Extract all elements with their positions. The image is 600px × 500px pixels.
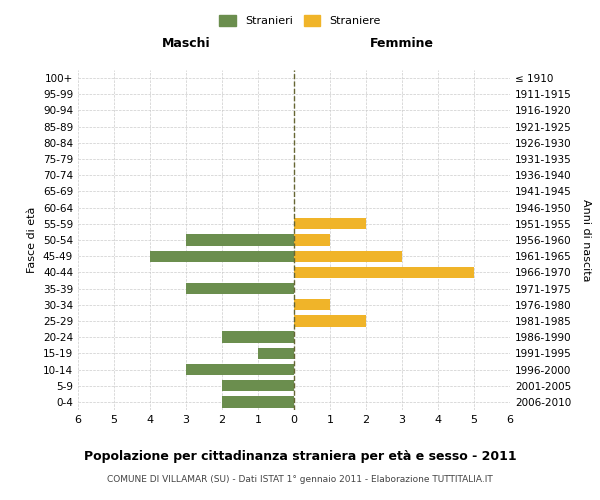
Text: Popolazione per cittadinanza straniera per età e sesso - 2011: Popolazione per cittadinanza straniera p…: [83, 450, 517, 463]
Bar: [294, 316, 366, 326]
Bar: [294, 266, 474, 278]
Bar: [186, 364, 294, 375]
Text: Maschi: Maschi: [161, 37, 211, 50]
Y-axis label: Fasce di età: Fasce di età: [28, 207, 37, 273]
Bar: [222, 396, 294, 407]
Bar: [294, 250, 402, 262]
Bar: [222, 332, 294, 343]
Text: Femmine: Femmine: [370, 37, 434, 50]
Y-axis label: Anni di nascita: Anni di nascita: [581, 198, 591, 281]
Bar: [150, 250, 294, 262]
Bar: [186, 283, 294, 294]
Bar: [294, 234, 330, 246]
Legend: Stranieri, Straniere: Stranieri, Straniere: [215, 10, 385, 31]
Bar: [186, 234, 294, 246]
Bar: [258, 348, 294, 359]
Text: COMUNE DI VILLAMAR (SU) - Dati ISTAT 1° gennaio 2011 - Elaborazione TUTTITALIA.I: COMUNE DI VILLAMAR (SU) - Dati ISTAT 1° …: [107, 475, 493, 484]
Bar: [294, 218, 366, 230]
Bar: [222, 380, 294, 392]
Bar: [294, 299, 330, 310]
